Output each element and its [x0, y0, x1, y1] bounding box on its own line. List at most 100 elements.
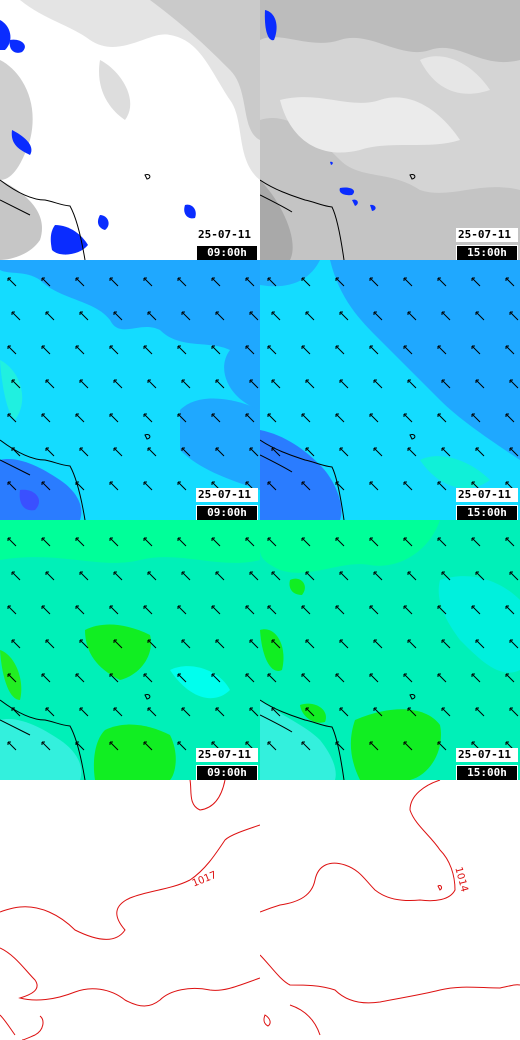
- wind-arrow-icon: [211, 673, 221, 683]
- wind-arrow-icon: [335, 413, 345, 423]
- wind-arrow-icon: [109, 277, 119, 287]
- wind-arrow-icon: [7, 345, 17, 355]
- wind-arrow-icon: [267, 741, 277, 751]
- wind-arrow-icon: [113, 571, 123, 581]
- wind-arrow-icon: [177, 673, 187, 683]
- wind-arrow-icon: [181, 639, 191, 649]
- wind-panel-1500: 25-07-11 15:00h: [260, 260, 520, 520]
- wind-arrow-icon: [113, 707, 123, 717]
- wind-arrow-icon: [335, 277, 345, 287]
- wind-arrow-icon: [45, 311, 55, 321]
- date-stamp: 25-07-11: [196, 748, 258, 762]
- wind-arrow-icon: [143, 537, 153, 547]
- wind-arrow-icon: [45, 571, 55, 581]
- wind-arrow-icon: [403, 605, 413, 615]
- wind-arrow-icon: [41, 537, 51, 547]
- hour-stamp: 15:00h: [456, 245, 518, 260]
- wind-arrow-icon: [11, 707, 21, 717]
- wind-arrow-icon: [505, 413, 515, 423]
- wind-arrow-icon: [471, 345, 481, 355]
- wind-arrow-icon: [109, 413, 119, 423]
- wind-arrow-icon: [441, 571, 451, 581]
- wind-arrow-icon: [369, 673, 379, 683]
- wind-arrow-icon: [403, 481, 413, 491]
- wind-arrow-icon: [109, 537, 119, 547]
- wind-map: [260, 260, 520, 520]
- wind-arrow-icon: [407, 707, 417, 717]
- wind-arrow-icon: [7, 277, 17, 287]
- wind-arrow-icon: [79, 379, 89, 389]
- wind-arrow-icon: [271, 707, 281, 717]
- wind-arrow-icon: [181, 311, 191, 321]
- wind-arrow-icon: [79, 311, 89, 321]
- gust-panel-1500: 25-07-11 15:00h: [260, 520, 520, 780]
- wind-arrow-icon: [215, 639, 225, 649]
- wind-arrow-icon: [7, 673, 17, 683]
- wind-arrow-icon: [249, 447, 259, 457]
- wind-arrow-icon: [109, 673, 119, 683]
- wind-arrow-icon: [407, 571, 417, 581]
- wind-arrow-icon: [407, 311, 417, 321]
- wind-arrow-icon: [271, 311, 281, 321]
- wind-arrow-icon: [373, 707, 383, 717]
- wind-arrow-icon: [339, 311, 349, 321]
- wind-arrow-icon: [143, 673, 153, 683]
- wind-arrow-icon: [403, 413, 413, 423]
- cloud-panel-0900: 25-07-11 09:00h: [0, 0, 260, 260]
- wind-arrow-icon: [75, 537, 85, 547]
- wind-arrow-icon: [181, 571, 191, 581]
- hour-stamp: 15:00h: [456, 505, 518, 520]
- wind-arrow-icon: [505, 277, 515, 287]
- wind-arrow-icon: [305, 707, 315, 717]
- wind-arrow-icon: [437, 481, 447, 491]
- wind-arrow-icon: [509, 379, 519, 389]
- wind-arrow-icon: [211, 345, 221, 355]
- wind-arrow-icon: [109, 605, 119, 615]
- wind-arrow-icon: [267, 605, 277, 615]
- wind-arrow-icon: [11, 447, 21, 457]
- wind-arrow-icon: [471, 537, 481, 547]
- wind-arrow-icon: [475, 311, 485, 321]
- wind-arrow-icon: [79, 571, 89, 581]
- wind-arrow-icon: [403, 345, 413, 355]
- wind-arrow-icon: [335, 345, 345, 355]
- wind-arrow-icon: [11, 379, 21, 389]
- date-stamp: 25-07-11: [456, 748, 518, 762]
- wind-arrow-icon: [211, 605, 221, 615]
- wind-arrow-icon: [441, 639, 451, 649]
- wind-arrow-icon: [305, 379, 315, 389]
- wind-arrow-icon: [177, 741, 187, 751]
- wind-arrow-icon: [471, 605, 481, 615]
- wind-arrow-icon: [437, 413, 447, 423]
- cloud-map: [260, 0, 520, 260]
- wind-arrow-icon: [215, 447, 225, 457]
- wind-arrow-icon: [147, 379, 157, 389]
- wind-arrow-icon: [41, 673, 51, 683]
- wind-arrow-icon: [301, 345, 311, 355]
- date-stamp: 25-07-11: [456, 488, 518, 502]
- wind-arrow-icon: [301, 277, 311, 287]
- wind-arrow-icon: [369, 741, 379, 751]
- wind-arrow-icon: [45, 639, 55, 649]
- wind-arrow-icon: [369, 605, 379, 615]
- cloud-panel-1500: 25-07-11 15:00h: [260, 0, 520, 260]
- wind-arrow-icon: [373, 639, 383, 649]
- wind-arrow-icon: [369, 345, 379, 355]
- wind-arrow-icon: [437, 605, 447, 615]
- wind-arrow-icon: [41, 413, 51, 423]
- wind-arrow-icon: [211, 413, 221, 423]
- wind-arrow-icon: [267, 345, 277, 355]
- wind-arrow-icon: [113, 447, 123, 457]
- wind-arrow-icon: [373, 571, 383, 581]
- wind-arrow-icon: [271, 447, 281, 457]
- wind-arrow-icon: [305, 447, 315, 457]
- wind-arrow-icon: [245, 345, 255, 355]
- wind-arrow-icon: [11, 639, 21, 649]
- wind-arrow-icon: [41, 741, 51, 751]
- wind-arrow-icon: [407, 379, 417, 389]
- wind-arrow-icon: [7, 481, 17, 491]
- wind-arrow-icon: [249, 379, 259, 389]
- wind-arrow-icon: [109, 481, 119, 491]
- gust-map: [260, 520, 520, 780]
